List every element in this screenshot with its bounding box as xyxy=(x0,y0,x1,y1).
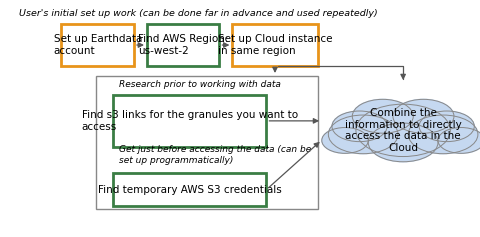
FancyBboxPatch shape xyxy=(113,95,266,147)
FancyBboxPatch shape xyxy=(232,24,318,66)
Circle shape xyxy=(322,128,368,153)
Circle shape xyxy=(328,115,398,154)
Text: Find AWS Region:
us-west-2: Find AWS Region: us-west-2 xyxy=(138,34,228,56)
FancyBboxPatch shape xyxy=(113,173,266,206)
Circle shape xyxy=(419,111,474,142)
Circle shape xyxy=(393,99,454,133)
Text: Get just before accessing the data (can be
set up programmatically): Get just before accessing the data (can … xyxy=(119,145,312,165)
Text: Set up Earthdata
account: Set up Earthdata account xyxy=(54,34,142,56)
Text: Research prior to working with data: Research prior to working with data xyxy=(119,80,281,89)
FancyBboxPatch shape xyxy=(61,24,134,66)
Circle shape xyxy=(356,104,450,157)
Text: Combine the
information to directly
access the data in the
Cloud: Combine the information to directly acce… xyxy=(345,108,461,153)
Text: Set up Cloud instance
in same region: Set up Cloud instance in same region xyxy=(218,34,332,56)
Text: Find temporary AWS S3 credentials: Find temporary AWS S3 credentials xyxy=(98,185,281,195)
Text: User's initial set up work (can be done far in advance and used repeatedly): User's initial set up work (can be done … xyxy=(19,9,377,18)
Circle shape xyxy=(368,123,438,162)
Text: Find s3 links for the granules you want to
access: Find s3 links for the granules you want … xyxy=(82,110,298,132)
Circle shape xyxy=(352,99,413,133)
Circle shape xyxy=(408,115,478,154)
Circle shape xyxy=(332,111,387,142)
FancyBboxPatch shape xyxy=(147,24,219,66)
Circle shape xyxy=(438,128,480,153)
